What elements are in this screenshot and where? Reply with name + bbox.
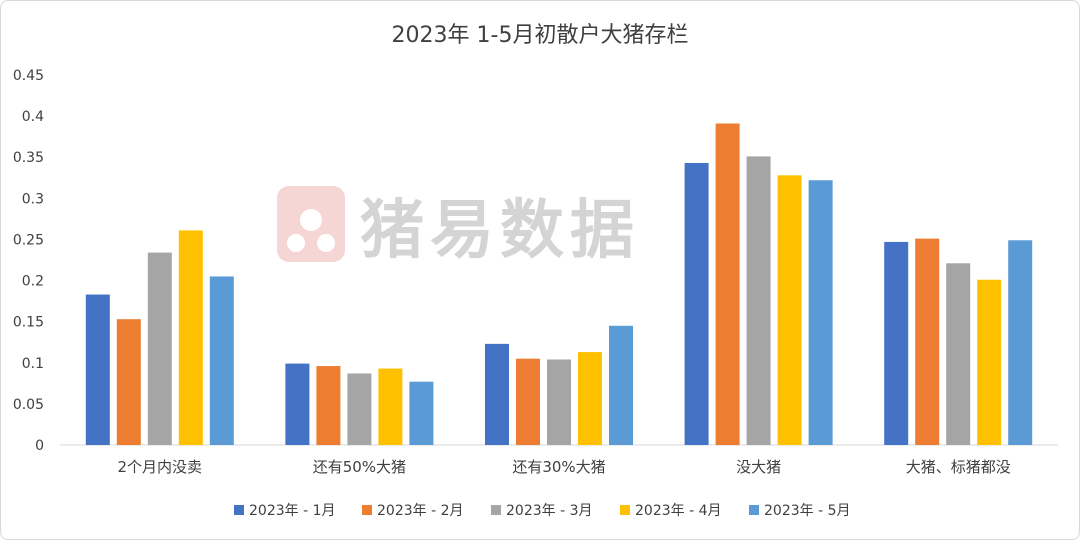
legend-label-3: 2023年 - 3月 [506,503,593,519]
bar-1-4 [684,162,709,445]
bar-5-5 [1008,240,1033,445]
bar-5-1 [209,276,234,445]
legend-swatch-2 [362,505,372,515]
bar-2-1 [116,319,141,445]
x-category-label: 还有50%大猪 [313,458,406,476]
y-tick-label: 0.45 [13,68,44,84]
watermark: 猪易数据 [277,186,640,268]
y-axis: 0 0.05 0.1 0.15 0.2 0.25 0.3 0.35 0.4 0.45 [13,68,44,454]
bar-4-3 [578,352,602,445]
bar-3-2 [347,373,372,445]
bar-3-4 [746,156,771,445]
watermark-logo-ring [317,234,335,252]
legend-label-2: 2023年 - 2月 [377,503,464,519]
y-tick-label: 0.15 [13,315,44,331]
legend-swatch-1 [234,505,244,515]
legend-label-5: 2023年 - 5月 [764,503,851,519]
y-tick-label: 0 [35,438,44,454]
legend-swatch-5 [749,505,759,515]
bar-4-2 [378,368,403,445]
bar-2-2 [316,366,341,445]
bar-1-2 [285,363,310,445]
y-tick-label: 0.2 [22,274,44,290]
bar-1-1 [85,294,110,445]
y-tick-label: 0.35 [13,150,44,166]
bar-2-3 [516,358,540,445]
watermark-logo-ring [300,209,322,231]
bar-5-4 [808,180,833,445]
legend-swatch-4 [620,505,630,515]
bar-2-5 [915,238,940,445]
bar-1-3 [485,343,509,445]
y-tick-label: 0.4 [22,109,44,125]
x-category-label: 没大猪 [736,458,781,476]
bar-4-4 [777,175,802,446]
bar-1-5 [884,241,909,445]
legend-label-1: 2023年 - 1月 [249,503,336,519]
watermark-text: 猪易数据 [360,194,640,268]
bar-5-3 [609,325,633,445]
chart-title: 2023年 1-5月初散户大猪存栏 [392,23,689,48]
y-tick-label: 0.25 [13,232,44,248]
bar-4-5 [977,279,1002,445]
watermark-logo-ring [287,234,305,252]
legend-label-4: 2023年 - 4月 [635,503,722,519]
legend: 2023年 - 1月 2023年 - 2月 2023年 - 3月 2023年 - 4月… [234,503,851,519]
category-labels: 2个月内没卖 还有50%大猪 还有30%大猪 没大猪 大猪、标猪都没 [118,458,1011,476]
bar-3-5 [946,263,971,445]
bar-2-4 [715,123,740,445]
bar-3-3 [547,359,571,445]
legend-swatch-3 [491,505,501,515]
bar-3-1 [147,252,172,445]
bar-5-2 [409,381,434,445]
y-tick-label: 0.3 [22,191,44,207]
y-tick-label: 0.1 [22,356,44,372]
bars [85,123,1033,446]
x-category-label: 还有30%大猪 [512,458,605,476]
x-category-label: 大猪、标猪都没 [906,458,1011,476]
y-tick-label: 0.05 [13,397,44,413]
x-category-label: 2个月内没卖 [118,458,203,476]
bar-4-1 [178,230,203,445]
